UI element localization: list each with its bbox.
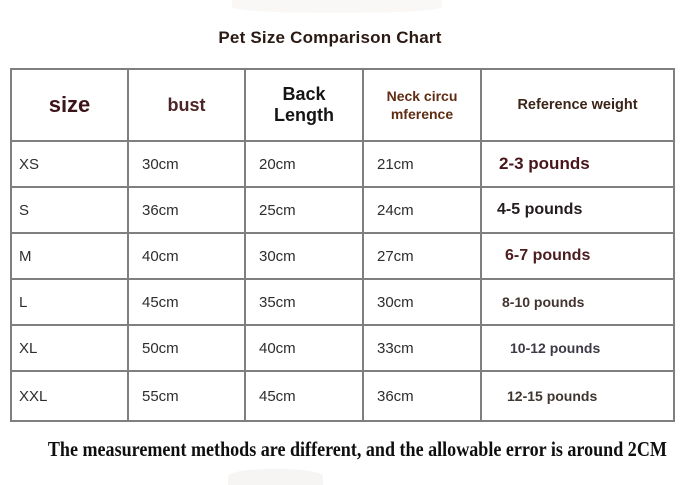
- column-header-neck-circumference: Neck circu mference: [362, 68, 482, 142]
- back-length-cell: 20cm: [244, 140, 364, 188]
- bust-cell: 40cm: [127, 232, 246, 280]
- reference-weight-cell: 8-10 pounds: [480, 278, 675, 326]
- back-length-cell: 40cm: [244, 324, 364, 372]
- bust-cell: 30cm: [127, 140, 246, 188]
- size-cell: XS: [10, 140, 129, 188]
- bottom-artifact-smudge: [228, 469, 323, 485]
- bust-cell: 50cm: [127, 324, 246, 372]
- size-cell: XXL: [10, 370, 129, 422]
- table-row-s: S 36cm 25cm 24cm 4-5 pounds: [10, 186, 675, 234]
- size-cell: M: [10, 232, 129, 280]
- back-length-cell: 45cm: [244, 370, 364, 422]
- pet-size-table: size bust Back Length Neck circu mferenc…: [10, 68, 675, 422]
- reference-weight-cell: 2-3 pounds: [480, 140, 675, 188]
- table-row-l: L 45cm 35cm 30cm 8-10 pounds: [10, 278, 675, 326]
- bust-cell: 36cm: [127, 186, 246, 234]
- neck-circumference-cell: 33cm: [362, 324, 482, 372]
- column-header-bust: bust: [127, 68, 246, 142]
- table-row-xxl: XXL 55cm 45cm 36cm 12-15 pounds: [10, 370, 675, 422]
- neck-circumference-cell: 24cm: [362, 186, 482, 234]
- column-header-back-length: Back Length: [244, 68, 364, 142]
- table-body: XS 30cm 20cm 21cm 2-3 pounds S 36cm 25cm…: [10, 140, 675, 422]
- size-cell: L: [10, 278, 129, 326]
- column-header-size: size: [10, 68, 129, 142]
- bust-cell: 45cm: [127, 278, 246, 326]
- back-length-cell: 35cm: [244, 278, 364, 326]
- top-artifact-smudge: [232, 0, 442, 13]
- neck-circumference-cell: 27cm: [362, 232, 482, 280]
- measurement-disclaimer: The measurement methods are different, a…: [47, 437, 667, 461]
- size-cell: XL: [10, 324, 129, 372]
- reference-weight-cell: 6-7 pounds: [480, 232, 675, 280]
- neck-circumference-cell: 36cm: [362, 370, 482, 422]
- bust-cell: 55cm: [127, 370, 246, 422]
- neck-circumference-cell: 21cm: [362, 140, 482, 188]
- reference-weight-cell: 12-15 pounds: [480, 370, 675, 422]
- neck-circumference-cell: 30cm: [362, 278, 482, 326]
- table-row-xs: XS 30cm 20cm 21cm 2-3 pounds: [10, 140, 675, 188]
- table-header: size bust Back Length Neck circu mferenc…: [10, 68, 675, 142]
- reference-weight-cell: 10-12 pounds: [480, 324, 675, 372]
- size-cell: S: [10, 186, 129, 234]
- column-header-reference-weight: Reference weight: [480, 68, 675, 142]
- reference-weight-cell: 4-5 pounds: [480, 186, 675, 234]
- back-length-cell: 25cm: [244, 186, 364, 234]
- table-row-xl: XL 50cm 40cm 33cm 10-12 pounds: [10, 324, 675, 372]
- table-row-m: M 40cm 30cm 27cm 6-7 pounds: [10, 232, 675, 280]
- header-row: size bust Back Length Neck circu mferenc…: [10, 68, 675, 142]
- back-length-cell: 30cm: [244, 232, 364, 280]
- page-title: Pet Size Comparison Chart: [218, 28, 442, 47]
